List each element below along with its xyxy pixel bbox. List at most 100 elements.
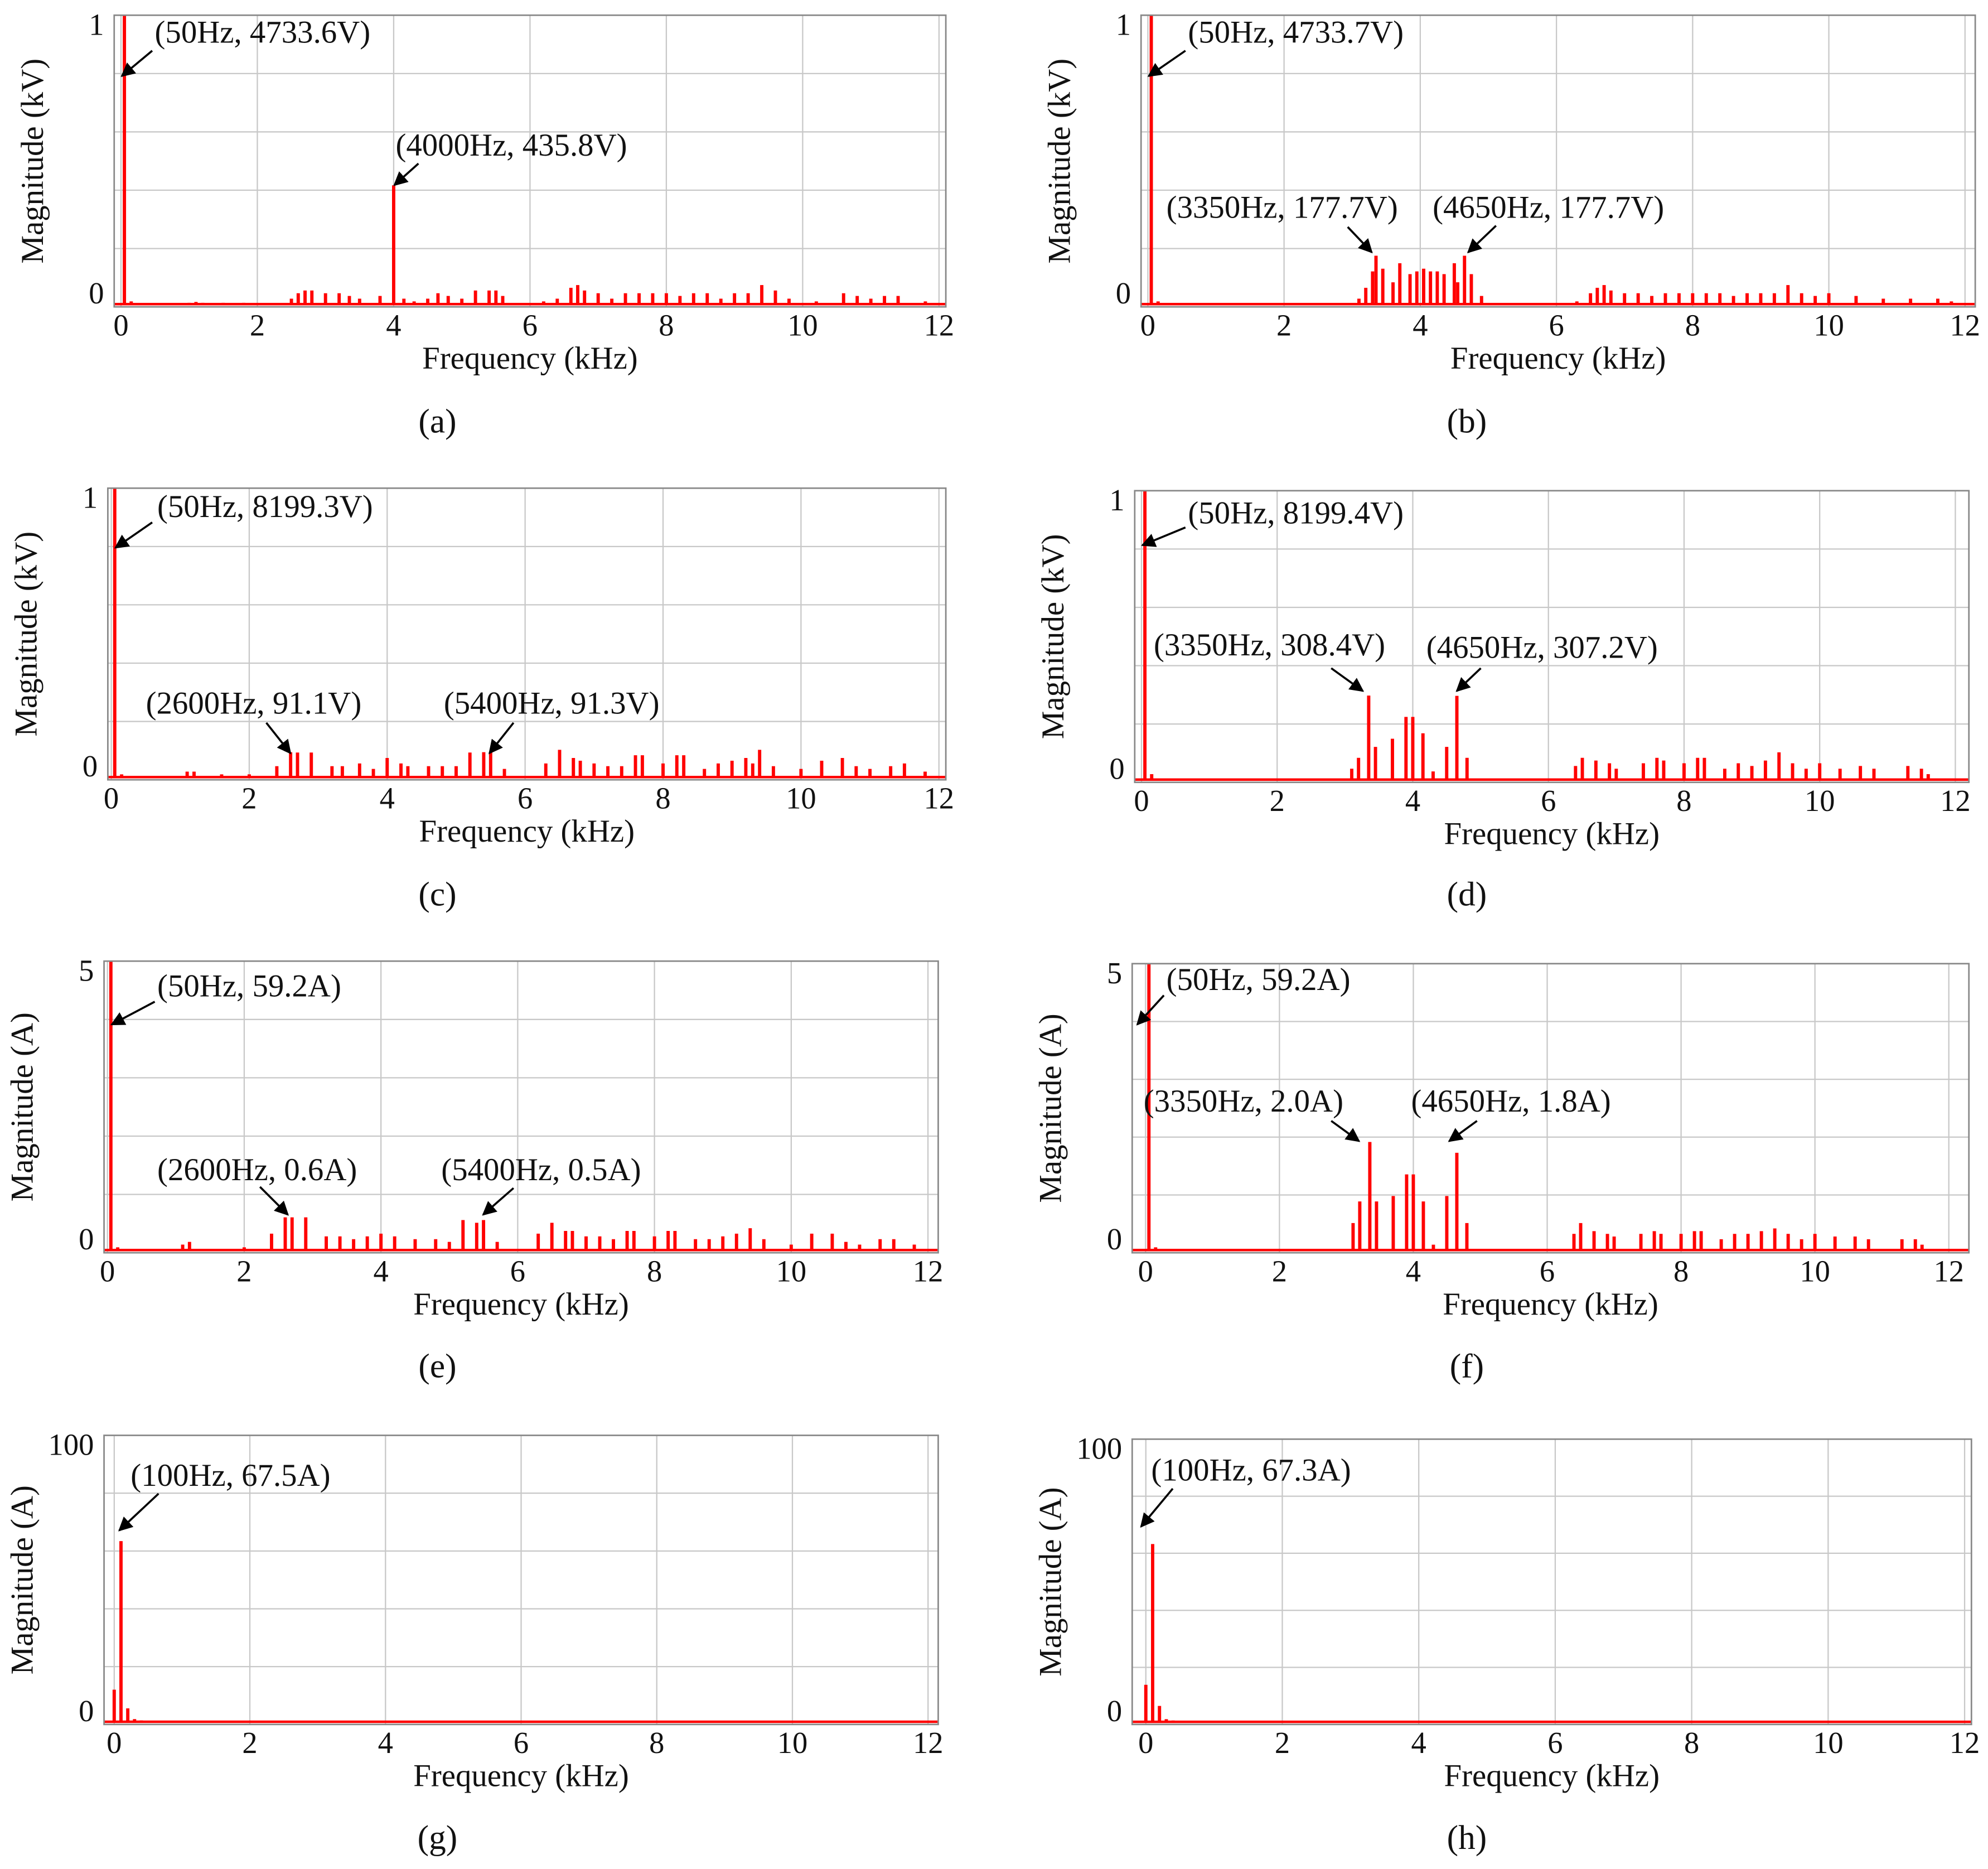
y-tick-label: 1	[83, 481, 98, 515]
x-tick-label: 2	[241, 781, 257, 815]
y-axis-label: Magnitude (A)	[5, 1485, 40, 1674]
plot-area	[1134, 490, 1969, 783]
x-tick-label: 12	[913, 1254, 944, 1288]
x-tick-label: 10	[1813, 308, 1844, 342]
x-axis-label: Frequency (kHz)	[1444, 816, 1660, 851]
panel: 0 2 4 6 8 10 12 0 5 Frequency (kHz) Magnitude (A) (…	[1033, 956, 1970, 1385]
x-tick-label: 6	[517, 781, 533, 815]
annotation-arrow	[1448, 1120, 1478, 1142]
x-tick-label: 12	[924, 308, 955, 342]
y-tick-label: 0	[1116, 276, 1131, 310]
x-tick-label: 0	[1138, 1726, 1153, 1760]
caption: (c)	[418, 876, 456, 914]
annotation: (50Hz, 59.2A)	[1167, 962, 1351, 997]
panel: 0 2 4 6 8 10 12 0 1 Frequency (kHz) Magnitude (kV)…	[1042, 8, 1981, 441]
caption: (f)	[1450, 1347, 1484, 1385]
annotation: (2600Hz, 0.6A)	[157, 1152, 357, 1187]
annotation-arrow	[110, 1001, 156, 1026]
y-tick-label: 5	[79, 953, 94, 987]
x-tick-label: 4	[1413, 308, 1428, 342]
x-tick-label: 4	[378, 1726, 393, 1760]
stems	[104, 1541, 939, 1723]
x-tick-label: 10	[786, 781, 816, 815]
y-tick-label: 1	[89, 8, 104, 42]
plot-area	[1132, 1439, 1972, 1725]
x-tick-label: 4	[374, 1254, 389, 1288]
x-tick-label: 12	[923, 781, 954, 815]
annotation-arrow	[1331, 667, 1365, 692]
annotation-arrow	[1140, 1488, 1174, 1528]
annotation: (50Hz, 8199.4V)	[1188, 495, 1404, 530]
annotation-arrow	[1141, 527, 1186, 547]
y-axis-label: Magnitude (kV)	[15, 59, 50, 264]
annotation: (5400Hz, 91.3V)	[444, 685, 660, 721]
y-axis-label: Magnitude (kV)	[8, 532, 43, 737]
y-tick-label: 100	[1076, 1432, 1122, 1466]
stems	[1141, 15, 1976, 306]
annotation: (2600Hz, 91.1V)	[146, 685, 362, 721]
plot-border	[1140, 14, 1976, 308]
y-tick-label: 5	[1107, 956, 1122, 990]
annotation: (3350Hz, 2.0A)	[1144, 1084, 1343, 1119]
x-tick-label: 6	[1540, 1254, 1555, 1288]
x-axis-label: Frequency (kHz)	[1450, 341, 1666, 376]
stems	[1132, 1544, 1972, 1723]
x-tick-label: 6	[1549, 308, 1564, 342]
annotation: (3350Hz, 308.4V)	[1154, 627, 1385, 663]
x-tick-label: 2	[242, 1726, 257, 1760]
annotation: (100Hz, 67.3A)	[1151, 1453, 1351, 1488]
x-tick-label: 0	[100, 1254, 115, 1288]
y-axis-label: Magnitude (A)	[1033, 1013, 1068, 1202]
stems	[104, 961, 939, 1252]
stems	[114, 15, 946, 306]
x-tick-label: 4	[1411, 1726, 1426, 1760]
x-tick-label: 10	[1805, 784, 1835, 818]
annotation-arrow	[120, 50, 153, 78]
annotation-arrow	[1455, 667, 1482, 692]
plot-border	[103, 1435, 939, 1726]
y-tick-label: 0	[79, 1694, 94, 1728]
caption: (d)	[1447, 876, 1487, 914]
annotation: (50Hz, 4733.7V)	[1188, 15, 1404, 50]
x-tick-label: 6	[1541, 784, 1556, 818]
x-tick-label: 0	[1140, 308, 1155, 342]
x-axis-label: Frequency (kHz)	[413, 1287, 629, 1322]
plot-area	[1132, 963, 1969, 1253]
annotation: (100Hz, 67.5A)	[130, 1458, 330, 1493]
x-tick-label: 10	[1813, 1726, 1844, 1760]
plot-border	[107, 487, 947, 781]
annotation: (50Hz, 4733.6V)	[155, 15, 371, 50]
panel: 0 2 4 6 8 10 12 0 1 Frequency (kHz) Magnitude (kV)…	[8, 481, 954, 914]
plot-area	[108, 488, 946, 780]
stems	[1134, 490, 1969, 781]
x-tick-label: 0	[107, 1726, 122, 1760]
x-tick-label: 6	[1547, 1726, 1563, 1760]
y-tick-label: 0	[1107, 1694, 1122, 1728]
annotation-arrow	[393, 162, 419, 186]
x-tick-label: 8	[1676, 784, 1691, 818]
x-tick-label: 0	[113, 308, 128, 342]
annotation-arrow	[1331, 1120, 1361, 1142]
plot-border	[1134, 490, 1970, 784]
x-tick-label: 10	[777, 1726, 808, 1760]
annotation: (4650Hz, 1.8A)	[1411, 1084, 1610, 1119]
x-tick-label: 4	[1406, 1254, 1421, 1288]
x-tick-label: 8	[1673, 1254, 1689, 1288]
x-tick-label: 8	[655, 781, 670, 815]
x-tick-label: 2	[236, 1254, 251, 1288]
x-tick-label: 12	[1933, 1254, 1964, 1288]
x-tick-label: 4	[1405, 784, 1420, 818]
annotation-arrow	[482, 1187, 515, 1216]
x-tick-label: 6	[510, 1254, 525, 1288]
x-tick-label: 12	[1950, 308, 1981, 342]
stems	[108, 488, 946, 779]
y-tick-label: 0	[89, 276, 104, 310]
stems	[1132, 963, 1969, 1252]
annotation: (4650Hz, 307.2V)	[1426, 630, 1658, 665]
x-tick-label: 0	[1138, 1254, 1153, 1288]
annotation: (5400Hz, 0.5A)	[441, 1152, 641, 1187]
x-tick-label: 8	[649, 1726, 664, 1760]
x-tick-label: 8	[647, 1254, 662, 1288]
